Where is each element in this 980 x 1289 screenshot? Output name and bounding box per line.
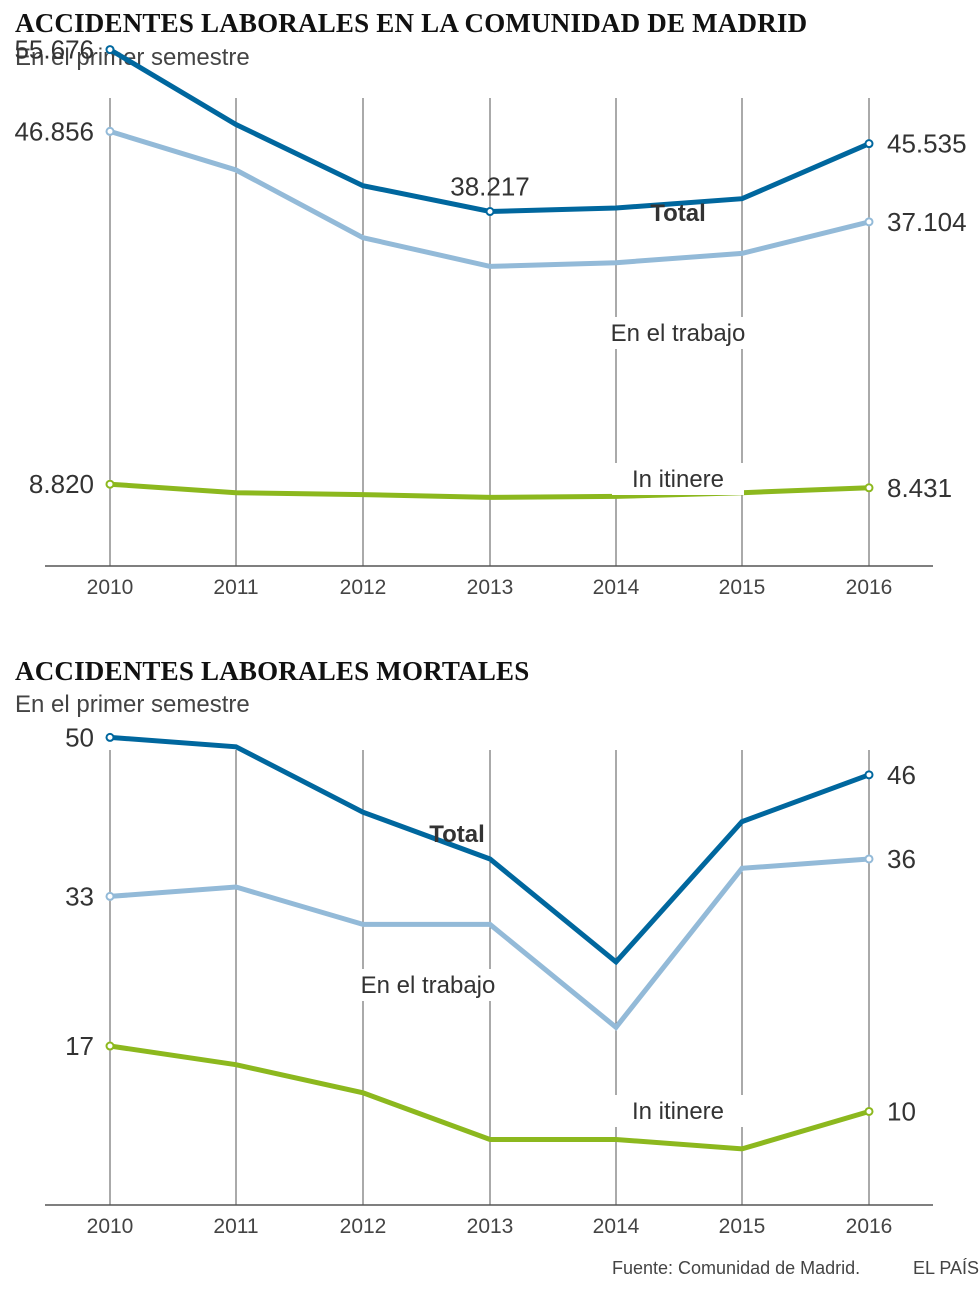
x-tick-label-2010: 2010 [87,576,134,599]
chart-1-title: ACCIDENTES LABORALES EN LA COMUNIDAD DE … [15,8,808,38]
series-line-total [109,734,870,966]
x-tick-label-2015: 2015 [719,1215,766,1238]
series-label-total: Total [650,200,706,227]
series-line-in-itinere [109,1043,870,1152]
x-tick-label-2014: 2014 [593,576,640,599]
series-line-en-el-trabajo [109,856,870,1031]
chart-1-subtitle: En el primer semestre [15,44,250,71]
data-label-in-itinere-2010: 8.820 [29,469,94,499]
x-tick-label-2015: 2015 [719,576,766,599]
chart-1-plot: 2010 2011 2012 2013 2014 2015 2016 55.676 38.217… [14,35,967,599]
x-tick-label-2012: 2012 [340,1215,387,1238]
point-marker-total-2013 [485,207,495,217]
series-label-total: Total [429,821,485,848]
series-label-en-el-trabajo: En el trabajo [611,320,746,347]
data-label-in-itinere-2016: 8.431 [887,473,952,503]
x-tick-label-2013: 2013 [467,576,514,599]
x-tick-label-2010: 2010 [87,1215,134,1238]
chart-2-subtitle: En el primer semestre [15,691,250,718]
point-marker-in-itinere-2016 [864,483,874,493]
chart-2-title: ACCIDENTES LABORALES MORTALES [15,656,530,686]
series-label-background-in-itinere [612,463,744,495]
data-label-en-el-trabajo-2016: 36 [887,844,916,874]
data-label-in-itinere-2010: 17 [65,1031,94,1061]
x-tick-label-2011: 2011 [213,1215,258,1238]
data-label-total-2016: 46 [887,760,916,790]
data-label-en-el-trabajo-2010: 46.856 [14,116,94,146]
point-marker-en-el-trabajo-2010 [105,126,115,136]
series-label-in-itinere: In itinere [632,466,724,493]
x-tick-label-2014: 2014 [593,1215,640,1238]
point-marker-total-2010 [105,45,115,55]
source-note: Fuente: Comunidad de Madrid. [612,1258,861,1278]
point-marker-total-2016 [864,770,874,780]
x-tick-label-2013: 2013 [467,1215,514,1238]
x-tick-label-2016: 2016 [846,576,893,599]
data-label-total-2016: 45.535 [887,129,967,159]
point-marker-in-itinere-2010 [105,1041,115,1051]
series-line-en-el-trabajo [109,129,870,269]
series-label-background-en-el-trabajo [593,317,763,349]
series-label-in-itinere: In itinere [632,1098,724,1125]
x-tick-label-2016: 2016 [846,1215,893,1238]
data-label-total-2010: 50 [65,722,94,752]
data-label-en-el-trabajo-2010: 33 [65,881,94,911]
chart-2-plot: 2010 2011 2012 2013 2014 2015 2016 50 46 33 36 17 10… [45,722,933,1238]
series-label-background-en-el-trabajo [343,969,513,1001]
point-marker-total-2010 [105,732,115,742]
point-marker-in-itinere-2016 [864,1106,874,1116]
brand-logo: EL PAÍS [913,1258,980,1278]
series-label-background-in-itinere [612,1095,744,1127]
x-tick-label-2012: 2012 [340,576,387,599]
data-label-en-el-trabajo-2016: 37.104 [887,207,967,237]
series-label-en-el-trabajo: En el trabajo [361,972,496,999]
point-marker-en-el-trabajo-2016 [864,217,874,227]
x-tick-label-2011: 2011 [213,576,258,599]
data-label-in-itinere-2016: 10 [887,1096,916,1126]
point-marker-en-el-trabajo-2010 [105,891,115,901]
point-marker-en-el-trabajo-2016 [864,854,874,864]
data-label-total-2010: 55.676 [14,35,94,65]
point-marker-in-itinere-2010 [105,479,115,489]
data-label-total-2013: 38.217 [450,172,530,202]
point-marker-total-2016 [864,139,874,149]
